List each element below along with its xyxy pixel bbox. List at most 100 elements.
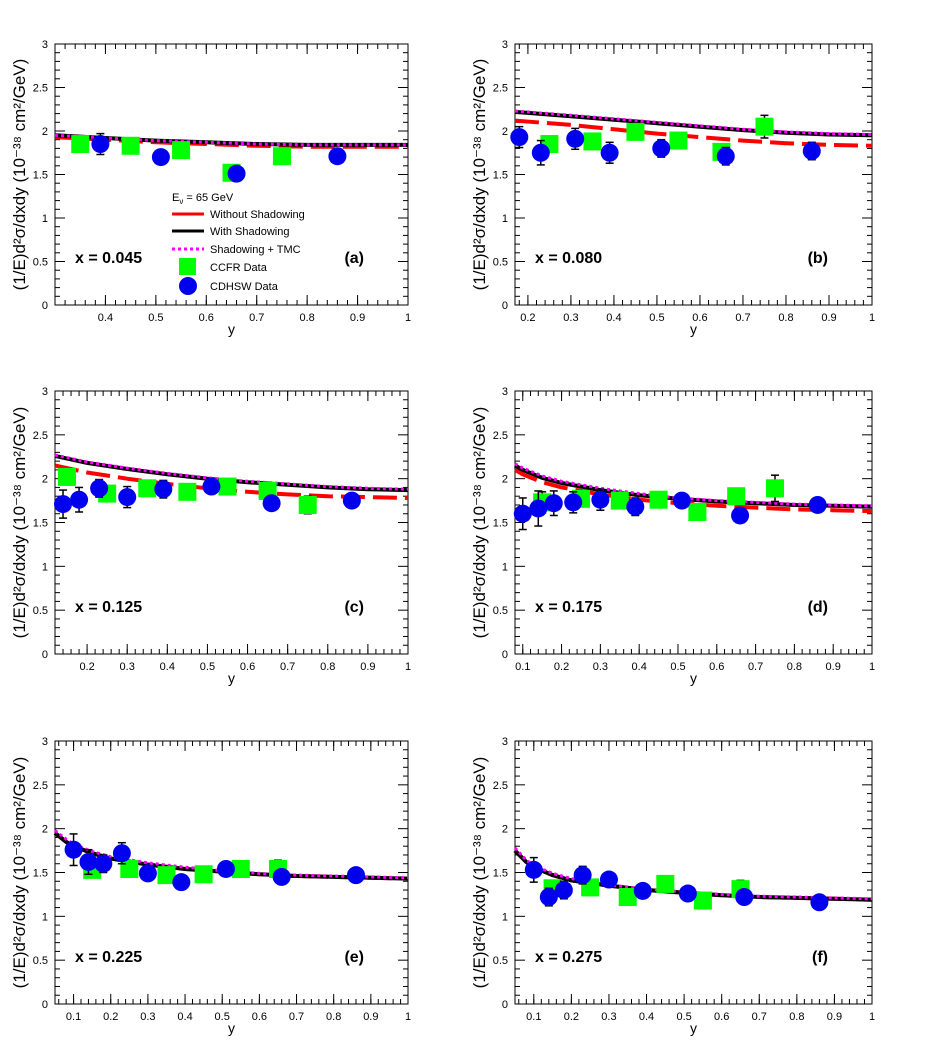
x-tick-label: 0.3 (593, 661, 608, 673)
y-tick-label: 0 (502, 649, 508, 661)
y-axis-title: (1/E)d²σ/dxdy (10⁻³⁸ cm²/GeV) (470, 407, 489, 639)
y-tick-label: 1 (502, 213, 508, 225)
x-tick-label: 0.7 (289, 1011, 304, 1023)
ccfr-point (669, 131, 688, 150)
panel-tag: (f) (812, 949, 828, 966)
cdhsw-point (529, 499, 548, 518)
x-tick-label: 0.9 (363, 1011, 378, 1023)
ccfr-point (765, 479, 784, 498)
x-tick-label: 0.9 (827, 1011, 842, 1023)
cdhsw-point (672, 491, 691, 510)
panel-f: 0 0.5 1 1.5 2 2.5 3 0.1 0.2 0.3 0.4 0.5 0.6 0.7 0.8 0.9… (470, 736, 875, 1036)
y-tick-label: 1.5 (33, 868, 48, 880)
curve-shadowing-tmc (54, 133, 408, 147)
x-tick-label: 0.3 (140, 1011, 155, 1023)
x-tick-label: 1 (405, 1011, 411, 1023)
ccfr-point (610, 491, 629, 510)
x-tick-label: 0.6 (199, 312, 214, 324)
cdhsw-point (564, 493, 583, 512)
ccfr-point (693, 891, 712, 910)
panel-tag: (c) (344, 599, 364, 616)
x-tick-label: 0.1 (526, 1011, 541, 1023)
x-tick-label: 0.2 (554, 661, 569, 673)
x-tick-label: 0.5 (676, 1011, 691, 1023)
panel-tag: (b) (808, 250, 828, 267)
y-tick-label: 1.5 (33, 170, 48, 182)
ccfr-point (583, 132, 602, 151)
ccfr-point (727, 487, 746, 506)
y-tick-label: 1.5 (33, 518, 48, 530)
cdhsw-point (652, 139, 671, 158)
panel-x-value: x = 0.045 (75, 250, 142, 267)
y-tick-label: 2.5 (493, 780, 508, 792)
y-tick-label: 0 (502, 999, 508, 1011)
x-axis-title: y (690, 321, 697, 337)
y-tick-label: 2 (42, 126, 48, 138)
cdhsw-point (566, 129, 585, 148)
ccfr-point (120, 859, 139, 878)
y-tick-label: 2 (502, 824, 508, 836)
x-tick-label: 0.9 (350, 312, 365, 324)
ccfr-point (58, 467, 77, 486)
cdhsw-point (678, 884, 697, 903)
y-axis-title: (1/E)d²σ/dxdy (10⁻³⁸ cm²/GeV) (10, 407, 29, 639)
ccfr-point (688, 502, 707, 521)
cdhsw-point (64, 840, 83, 859)
y-tick-label: 0 (42, 649, 48, 661)
cdhsw-point (802, 142, 821, 161)
ccfr-point (626, 122, 645, 141)
x-tick-label: 0.3 (563, 312, 578, 324)
panel-x-value: x = 0.225 (75, 949, 142, 966)
y-tick-label: 2 (502, 474, 508, 486)
ccfr-point (298, 495, 317, 514)
ccfr-point (194, 865, 213, 884)
x-tick-label: 0.8 (787, 661, 802, 673)
y-tick-label: 2 (502, 126, 508, 138)
y-tick-label: 3 (502, 386, 508, 398)
y-tick-label: 1 (502, 911, 508, 923)
panel-x-value: x = 0.175 (535, 599, 602, 616)
legend-energy-label: Eν = 65 GeV (172, 192, 234, 206)
x-tick-label: 0.1 (515, 661, 530, 673)
x-tick-label: 0.4 (639, 1011, 654, 1023)
x-axis-title: y (228, 321, 235, 337)
ccfr-point (172, 141, 191, 160)
cdhsw-point (510, 128, 529, 147)
x-tick-label: 0.8 (326, 1011, 341, 1023)
cdhsw-point (328, 147, 347, 166)
y-tick-label: 1.5 (493, 170, 508, 182)
x-tick-label: 0.9 (826, 661, 841, 673)
cdhsw-point (151, 148, 170, 167)
ccfr-point (218, 477, 237, 496)
legend-ccfr-swatch (179, 258, 196, 275)
cdhsw-point (216, 859, 235, 878)
y-tick-label: 2.5 (493, 83, 508, 95)
ccfr-point (618, 888, 637, 907)
y-tick-label: 3 (42, 736, 48, 748)
y-tick-label: 1 (42, 561, 48, 573)
ccfr-point (656, 874, 675, 893)
cdhsw-point (54, 495, 73, 514)
x-tick-label: 1 (869, 1011, 875, 1023)
x-tick-label: 0.4 (177, 1011, 192, 1023)
cdhsw-point (90, 479, 109, 498)
cdhsw-point (94, 854, 113, 873)
x-tick-label: 0.6 (240, 661, 255, 673)
x-axis-title: y (228, 670, 235, 686)
cdhsw-point (70, 490, 89, 509)
cdhsw-point (539, 888, 558, 907)
cdhsw-point (227, 164, 246, 183)
x-tick-label: 0.9 (360, 661, 375, 673)
cdhsw-point (633, 881, 652, 900)
y-tick-label: 1.5 (493, 518, 508, 530)
x-axis-title: y (228, 1020, 235, 1036)
x-tick-label: 0.5 (649, 312, 664, 324)
x-tick-label: 0.5 (670, 661, 685, 673)
x-tick-label: 1 (869, 312, 875, 324)
y-tick-label: 0.5 (493, 257, 508, 269)
x-tick-label: 0.4 (98, 312, 113, 324)
x-tick-label: 0.4 (606, 312, 621, 324)
cdhsw-point (626, 497, 645, 516)
x-tick-label: 0.2 (520, 312, 535, 324)
x-axis-title: y (690, 670, 697, 686)
